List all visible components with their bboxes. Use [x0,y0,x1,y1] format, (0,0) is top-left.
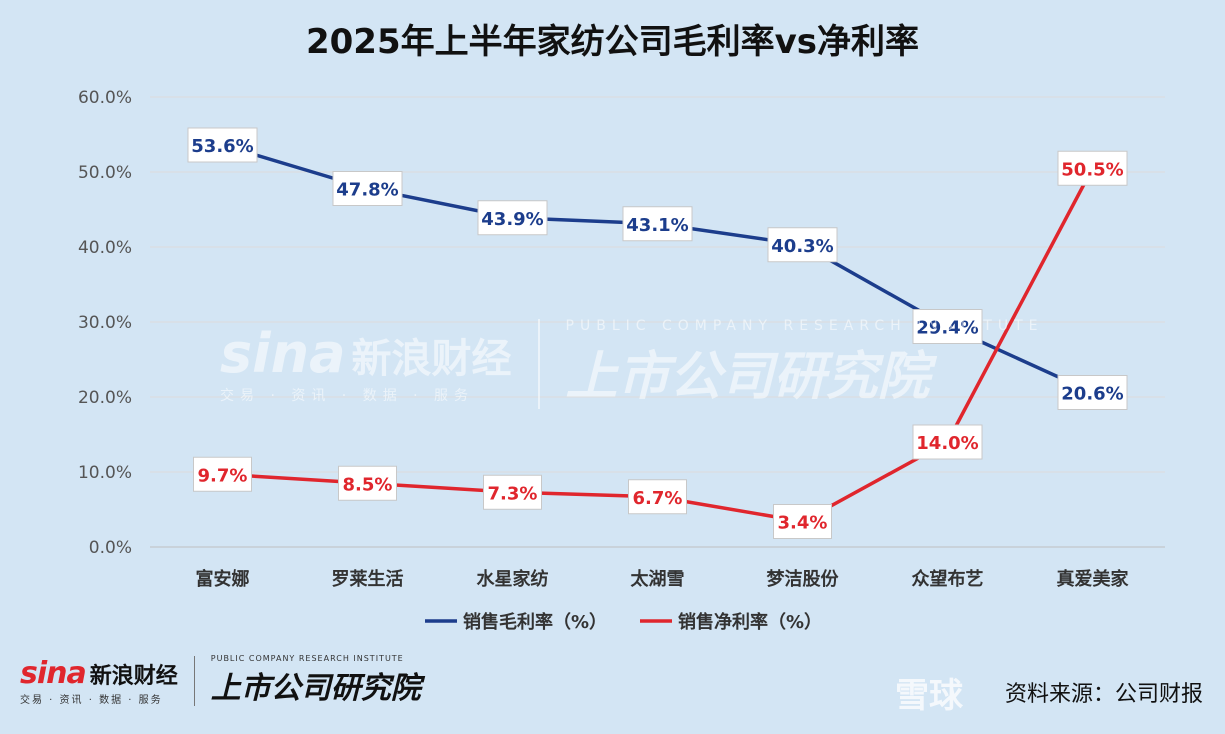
y-tick-label: 0.0% [89,538,132,558]
x-tick-label: 众望布艺 [912,568,984,590]
data-label: 40.3% [767,227,838,263]
data-label-box [1057,150,1128,186]
y-axis: 0.0% 10.0% 20.0% 30.0% 40.0% 50.0% 60.0% [78,88,132,558]
data-label-text: 3.4% [778,513,828,534]
data-label-text: 40.3% [771,236,833,257]
data-label-text: 43.9% [481,209,543,230]
legend-label: 销售毛利率（%） [463,611,607,633]
data-label-text: 50.5% [1061,159,1123,180]
data-label: 6.7% [628,479,687,515]
data-label-box [332,171,403,206]
chart-title: 2025年上半年家纺公司毛利率vs净利率 [305,22,920,62]
y-tick-label: 10.0% [78,463,132,483]
x-tick-label: 水星家纺 [477,568,549,590]
x-tick-label: 梦洁股份 [767,568,840,590]
data-label: 53.6% [187,127,258,163]
x-tick-label: 真爱美家 [1057,568,1130,590]
data-label: 3.4% [773,504,832,539]
data-label-box [912,309,983,344]
y-tick-label: 60.0% [78,88,132,108]
institute-en: PUBLIC COMPANY RESEARCH INSTITUTE [210,654,404,663]
data-label: 9.7% [193,456,252,492]
footer-logo: sina 新浪财经 交易 · 资讯 · 数据 · 服务 PUBLIC COMPAN… [20,654,421,707]
data-label-box [628,479,687,515]
y-tick-label: 40.0% [78,238,132,258]
data-labels: 53.6% 47.8% 43.9% 43.1% 40.3% 29.4% 20.6% 9.7% 8… [187,127,1128,539]
footer-divider [193,655,195,706]
data-label: 8.5% [338,465,397,501]
sina-logo: sina [20,655,87,691]
data-label: 43.9% [477,200,548,236]
data-label-box [187,127,258,163]
data-label: 20.6% [1057,375,1128,410]
data-label: 29.4% [912,309,983,344]
x-axis: 富安娜 罗莱生活 水星家纺 太湖雪 梦洁股份 众望布艺 真爱美家 [196,568,1130,590]
data-label-text: 6.7% [633,488,683,509]
y-tick-label: 20.0% [78,388,132,408]
data-label: 7.3% [483,474,542,510]
data-label-box [767,227,838,263]
data-label-box [622,206,693,242]
data-label-box [1057,375,1128,410]
x-tick-label: 太湖雪 [631,568,685,590]
x-tick-label: 罗莱生活 [332,568,404,590]
data-label-text: 53.6% [191,136,253,157]
data-label-text: 7.3% [488,483,538,504]
data-label: 14.0% [912,424,983,460]
data-label-text: 14.0% [916,433,978,454]
y-tick-label: 50.0% [78,163,132,183]
xueqiu-watermark: 雪球 [895,676,963,716]
sina-name: 新浪财经 [89,663,178,689]
data-label-text: 29.4% [916,318,978,339]
data-label-box [193,456,252,492]
sina-subtitle: 交易 · 资讯 · 数据 · 服务 [20,694,163,706]
data-label-box [912,424,983,460]
data-label-box [483,474,542,510]
data-label-text: 9.7% [198,465,248,486]
data-label-box [773,504,832,539]
data-source: 资料来源：公司财报 [1004,682,1203,707]
data-label: 47.8% [332,171,403,206]
legend: 销售毛利率（%） 销售净利率（%） [425,611,822,633]
data-label-box [477,200,548,236]
data-label-text: 8.5% [343,474,393,495]
data-label-text: 20.6% [1061,384,1123,405]
y-tick-label: 30.0% [78,313,132,333]
gridlines [150,96,1165,548]
legend-label: 销售净利率（%） [678,611,822,633]
x-tick-label: 富安娜 [196,568,250,590]
data-label: 43.1% [622,206,693,242]
data-label: 50.5% [1057,150,1128,186]
institute-name: 上市公司研究院 [210,671,421,706]
data-label-text: 47.8% [336,180,398,201]
data-label-text: 43.1% [626,215,688,236]
data-label-box [338,465,397,501]
